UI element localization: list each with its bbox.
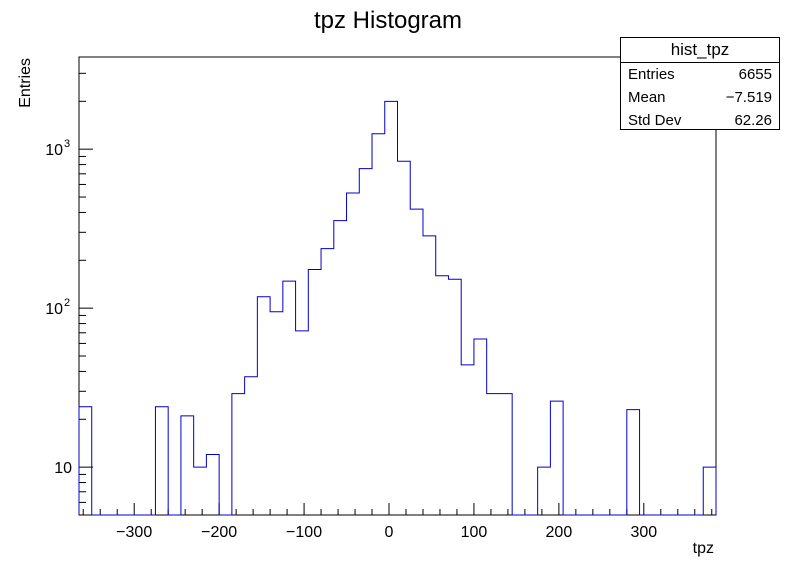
chart-title: tpz Histogram [314,7,462,34]
x-tick-label: 300 [630,524,657,541]
x-tick-label: −300 [116,524,152,541]
x-axis-ticks: −300 −200 −100 0 100 200 300 [82,503,713,541]
stats-title: hist_tpz [621,38,779,63]
y-tick-exponent: 2 [64,297,70,309]
x-tick-label: 0 [385,524,394,541]
x-axis-label: tpz [693,540,714,557]
y-axis-label: Entries [17,58,34,108]
y-tick-label: 10 [45,142,63,159]
histogram-series-line [78,100,717,516]
plot-frame [78,56,717,516]
stats-value: −7.519 [725,89,772,106]
x-tick-label: −100 [286,524,322,541]
stats-row-stddev: Std Dev 62.26 [621,109,779,132]
stats-value: 62.26 [734,112,772,129]
y-tick-exponent: 3 [64,138,70,150]
x-tick-label: 100 [461,524,488,541]
stats-label: Std Dev [628,112,682,129]
stats-label: Entries [628,66,675,83]
stats-row-mean: Mean −7.519 [621,86,779,109]
stats-value: 6655 [738,66,772,83]
y-tick-label: 10 [45,301,63,318]
y-tick-label: 10 [54,460,72,477]
stats-row-entries: Entries 6655 [621,63,779,86]
x-tick-label: 200 [546,524,573,541]
stats-label: Mean [628,89,666,106]
x-tick-label: −200 [201,524,237,541]
stats-box: hist_tpz Entries 6655 Mean −7.519 Std De… [620,37,780,130]
